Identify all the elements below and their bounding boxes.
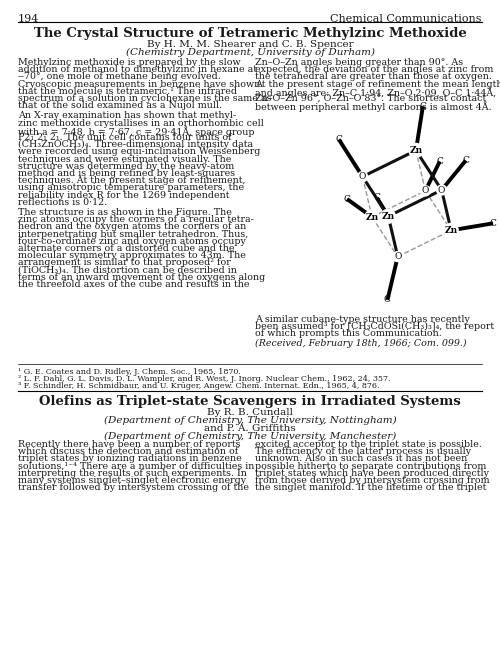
Text: Zn: Zn (410, 146, 422, 155)
Text: from those derived by intersystem crossing from: from those derived by intersystem crossi… (255, 476, 490, 485)
Text: arrangement is similar to that proposed² for: arrangement is similar to that proposed²… (18, 259, 231, 267)
Text: (Department of Chemistry, The University, Manchester): (Department of Chemistry, The University… (104, 432, 396, 441)
Text: By R. B. Cundall: By R. B. Cundall (207, 408, 293, 417)
Text: zinc methoxide crystallises in an orthorhombic cell: zinc methoxide crystallises in an orthor… (18, 119, 264, 128)
Text: alternate corners of a distorted cube and the: alternate corners of a distorted cube an… (18, 244, 234, 253)
Circle shape (436, 185, 446, 195)
Text: been assumed³ for [CH₃CdOSi(CH₃)₃]₄, the report: been assumed³ for [CH₃CdOSi(CH₃)₃]₄, the… (255, 322, 494, 331)
Circle shape (365, 210, 379, 224)
Text: interpenetrating but smaller tetrahedron. Thus,: interpenetrating but smaller tetrahedron… (18, 230, 248, 238)
Text: Zn: Zn (382, 212, 395, 221)
Text: Methylzinc methoxide is prepared by the slow: Methylzinc methoxide is prepared by the … (18, 58, 240, 67)
Text: reflections is 0·12.: reflections is 0·12. (18, 198, 107, 207)
Text: (CH₃ZnOCH₃)₄. Three-dimensional intensity data: (CH₃ZnOCH₃)₄. Three-dimensional intensit… (18, 140, 253, 149)
Text: (Chemistry Department, University of Durham): (Chemistry Department, University of Dur… (126, 48, 374, 57)
Text: ³ F. Schindler, H. Schmidbaur, and U. Krüger, Angew. Chem. Internat. Edn., 1965,: ³ F. Schindler, H. Schmidbaur, and U. Kr… (18, 382, 380, 390)
Text: zinc atoms occupy the corners of a regular tetra-: zinc atoms occupy the corners of a regul… (18, 215, 254, 224)
Text: The efficiency of the latter process is usually: The efficiency of the latter process is … (255, 447, 471, 456)
Text: molecular symmetry approximates to 43m. The: molecular symmetry approximates to 43m. … (18, 252, 246, 260)
Text: C: C (490, 219, 496, 228)
Text: were recorded using equi-inclination Weissenberg: were recorded using equi-inclination Wei… (18, 147, 260, 157)
Circle shape (358, 172, 368, 181)
Text: An X-ray examination has shown that methyl-: An X-ray examination has shown that meth… (18, 111, 236, 121)
Text: excited acceptor to the triplet state is possible.: excited acceptor to the triplet state is… (255, 440, 482, 449)
Text: A similar cubane-type structure has recently: A similar cubane-type structure has rece… (255, 315, 470, 324)
Text: ‒70°, one mole of methane being evolved.: ‒70°, one mole of methane being evolved. (18, 73, 221, 81)
Text: ² L. F. Dahl, G. L. Davis, D. L. Wampler, and R. West, J. Inorg. Nuclear Chem., : ² L. F. Dahl, G. L. Davis, D. L. Wampler… (18, 375, 390, 383)
Text: of which prompts this Communication.: of which prompts this Communication. (255, 329, 442, 339)
Text: C: C (420, 102, 426, 111)
Text: and P. A. Griffiths: and P. A. Griffiths (204, 424, 296, 433)
Text: C: C (336, 135, 342, 144)
Text: that the molecule is tetrameric.¹ The infrared: that the molecule is tetrameric.¹ The in… (18, 87, 237, 96)
Text: many systems singlet–singlet electronic energy: many systems singlet–singlet electronic … (18, 476, 246, 485)
Text: C: C (462, 156, 469, 165)
Text: O: O (422, 186, 429, 195)
Text: hedron and the oxygen atoms the corners of an: hedron and the oxygen atoms the corners … (18, 223, 246, 231)
Text: Zn–O–Zn angles being greater than 90°. As: Zn–O–Zn angles being greater than 90°. A… (255, 58, 463, 67)
Text: (TiOCH₃)₄. The distortion can be described in: (TiOCH₃)₄. The distortion can be describ… (18, 265, 237, 274)
Text: reliability index R for the 1269 independent: reliability index R for the 1269 indepen… (18, 191, 230, 200)
Text: Zn: Zn (444, 226, 458, 235)
Text: C: C (384, 295, 391, 305)
Text: Zn: Zn (366, 212, 378, 221)
Text: structure was determined by the heavy-atom: structure was determined by the heavy-at… (18, 162, 234, 171)
Circle shape (420, 186, 430, 196)
Text: The Crystal Structure of Tetrameric Methylzinc Methoxide: The Crystal Structure of Tetrameric Meth… (34, 27, 467, 40)
Text: solutions.¹⁻⁴ There are a number of difficulties in: solutions.¹⁻⁴ There are a number of diff… (18, 462, 255, 470)
Text: possible hitherto to separate contributions from: possible hitherto to separate contributi… (255, 462, 486, 470)
Text: Recently there have been a number of reports: Recently there have been a number of rep… (18, 440, 240, 449)
Text: addition of methanol to dimethylzinc in hexane at: addition of methanol to dimethylzinc in … (18, 66, 257, 74)
Text: techniques and were estimated visually. The: techniques and were estimated visually. … (18, 155, 232, 164)
Text: between peripheral methyl carbons is almost 4Å.: between peripheral methyl carbons is alm… (255, 102, 492, 112)
Text: O: O (394, 252, 402, 261)
Text: which discuss the detection and estimation of: which discuss the detection and estimati… (18, 447, 238, 456)
Circle shape (382, 209, 396, 223)
Text: transfer followed by intersystem crossing of the: transfer followed by intersystem crossin… (18, 483, 249, 492)
Text: C: C (344, 195, 350, 204)
Text: techniques. At the present stage of refinement,: techniques. At the present stage of refi… (18, 176, 246, 185)
Text: P2₁ 2₁ 2₁. The unit cell contains four units of: P2₁ 2₁ 2₁. The unit cell contains four u… (18, 133, 232, 142)
Text: Olefins as Triplet-state Scavengers in Irradiated Systems: Olefins as Triplet-state Scavengers in I… (39, 395, 461, 408)
Text: (Received, February 18th, 1966; Com. 099.): (Received, February 18th, 1966; Com. 099… (255, 339, 466, 348)
Text: 194: 194 (18, 14, 40, 24)
Text: interpreting the results of such experiments. In: interpreting the results of such experim… (18, 469, 247, 477)
Text: terms of an inward movement of the oxygens along: terms of an inward movement of the oxyge… (18, 272, 265, 282)
Circle shape (392, 252, 402, 261)
Text: the tetrahedral are greater than those at oxygen.: the tetrahedral are greater than those a… (255, 73, 492, 81)
Text: four-co-ordinate zinc and oxygen atoms occupy: four-co-ordinate zinc and oxygen atoms o… (18, 237, 246, 246)
Text: method and is being refined by least-squares: method and is being refined by least-squ… (18, 169, 235, 178)
Circle shape (409, 143, 423, 157)
Text: spectrum of a solution in cyclohexane is the same as: spectrum of a solution in cyclohexane is… (18, 94, 272, 103)
Text: O: O (438, 185, 446, 195)
Text: At the present stage of refinement the mean lengths: At the present stage of refinement the m… (255, 80, 500, 88)
Text: with a = 7·48, b = 7·67, c = 29·41Å, space group: with a = 7·48, b = 7·67, c = 29·41Å, spa… (18, 126, 255, 137)
Text: By H. M. M. Shearer and C. B. Spencer: By H. M. M. Shearer and C. B. Spencer (146, 40, 354, 49)
Text: C: C (436, 157, 443, 166)
Circle shape (444, 223, 458, 237)
Text: and angles are: Zn–C 1·94, Zn–O 2·09, O–C 1·44Å,: and angles are: Zn–C 1·94, Zn–O 2·09, O–… (255, 87, 496, 98)
Text: Chemical Communications: Chemical Communications (330, 14, 482, 24)
Text: triplet states by ionizing radiations in benzene: triplet states by ionizing radiations in… (18, 455, 242, 463)
Text: expected, the deviation of the angles at zinc from: expected, the deviation of the angles at… (255, 66, 494, 74)
Text: triplet states which have been produced directly: triplet states which have been produced … (255, 469, 489, 477)
Text: C: C (374, 193, 380, 202)
Text: The structure is as shown in the Figure. The: The structure is as shown in the Figure.… (18, 208, 232, 217)
Text: using anisotropic temperature parameters, the: using anisotropic temperature parameters… (18, 183, 244, 193)
Text: unknown. Also in such cases it has not been: unknown. Also in such cases it has not b… (255, 455, 467, 463)
Text: that of the solid examined as a Nujol mull.: that of the solid examined as a Nujol mu… (18, 102, 222, 110)
Text: O: O (359, 172, 366, 181)
Text: Zn–O–Zn 96°, O–Zn–O 83°. The shortest contact: Zn–O–Zn 96°, O–Zn–O 83°. The shortest co… (255, 94, 486, 103)
Text: ¹ G. E. Coates and D. Ridley, J. Chem. Soc., 1965, 1870.: ¹ G. E. Coates and D. Ridley, J. Chem. S… (18, 368, 241, 376)
Text: the threefold axes of the cube and results in the: the threefold axes of the cube and resul… (18, 280, 250, 289)
Text: the singlet manifold. If the lifetime of the triplet: the singlet manifold. If the lifetime of… (255, 483, 486, 492)
Text: (Department of Chemistry, The University, Nottingham): (Department of Chemistry, The University… (104, 416, 397, 425)
Text: Cryoscopic measurements in benzene have shown: Cryoscopic measurements in benzene have … (18, 80, 260, 88)
